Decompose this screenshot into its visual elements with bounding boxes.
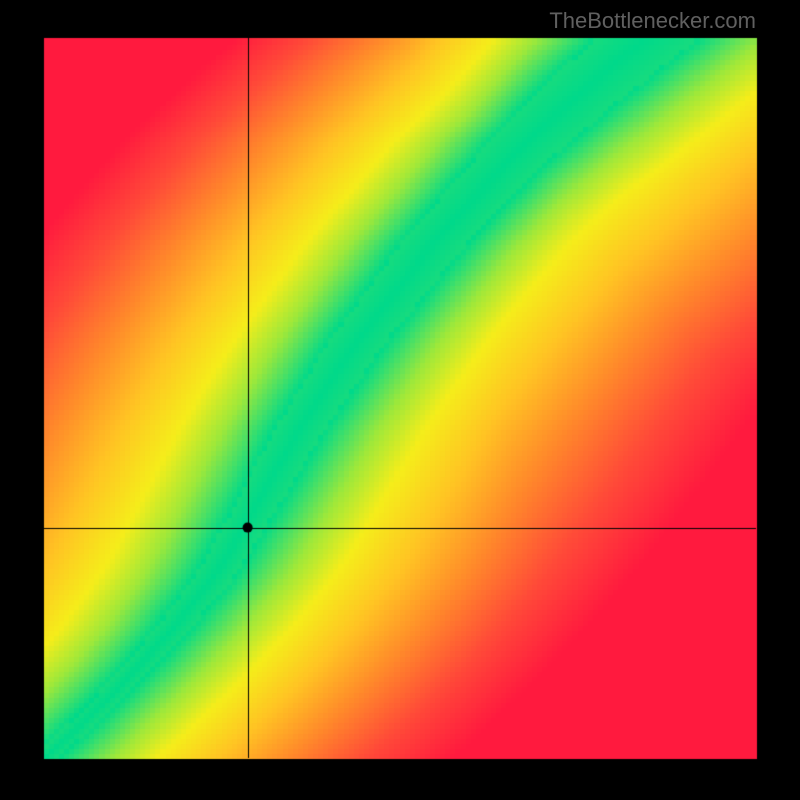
heatmap-canvas (0, 0, 800, 800)
chart-container: TheBottlenecker.com (0, 0, 800, 800)
watermark-text: TheBottlenecker.com (549, 8, 756, 34)
